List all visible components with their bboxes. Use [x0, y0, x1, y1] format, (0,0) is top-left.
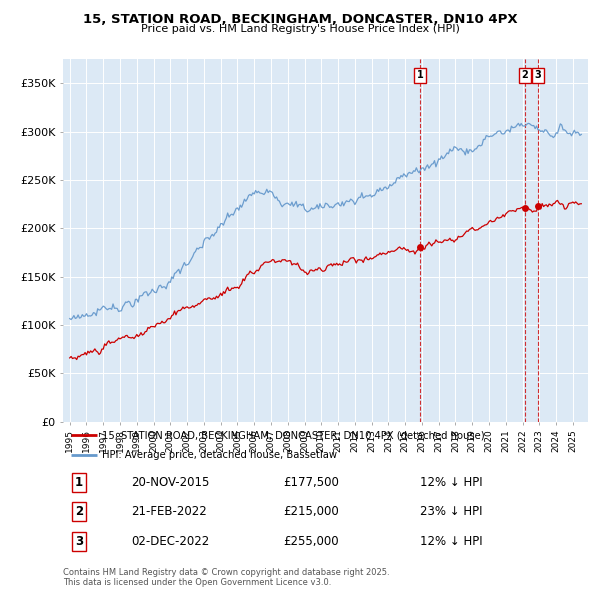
Text: Price paid vs. HM Land Registry's House Price Index (HPI): Price paid vs. HM Land Registry's House …: [140, 24, 460, 34]
Text: HPI: Average price, detached house, Bassetlaw: HPI: Average price, detached house, Bass…: [103, 450, 337, 460]
Text: 02-DEC-2022: 02-DEC-2022: [131, 535, 209, 548]
Text: 15, STATION ROAD, BECKINGHAM, DONCASTER, DN10 4PX: 15, STATION ROAD, BECKINGHAM, DONCASTER,…: [83, 13, 517, 26]
Text: 12% ↓ HPI: 12% ↓ HPI: [420, 476, 482, 489]
Text: 1: 1: [74, 476, 83, 489]
Text: 2: 2: [521, 70, 528, 80]
Text: 2: 2: [74, 505, 83, 519]
Text: 3: 3: [535, 70, 541, 80]
Text: 3: 3: [74, 535, 83, 548]
Text: 21-FEB-2022: 21-FEB-2022: [131, 505, 207, 519]
Text: 12% ↓ HPI: 12% ↓ HPI: [420, 535, 482, 548]
Text: £255,000: £255,000: [284, 535, 339, 548]
Text: 15, STATION ROAD, BECKINGHAM, DONCASTER, DN10 4PX (detached house): 15, STATION ROAD, BECKINGHAM, DONCASTER,…: [103, 430, 485, 440]
Text: 23% ↓ HPI: 23% ↓ HPI: [420, 505, 482, 519]
Text: 20-NOV-2015: 20-NOV-2015: [131, 476, 209, 489]
Text: Contains HM Land Registry data © Crown copyright and database right 2025.
This d: Contains HM Land Registry data © Crown c…: [63, 568, 389, 587]
Text: 1: 1: [417, 70, 424, 80]
Text: £215,000: £215,000: [284, 505, 339, 519]
Text: £177,500: £177,500: [284, 476, 340, 489]
